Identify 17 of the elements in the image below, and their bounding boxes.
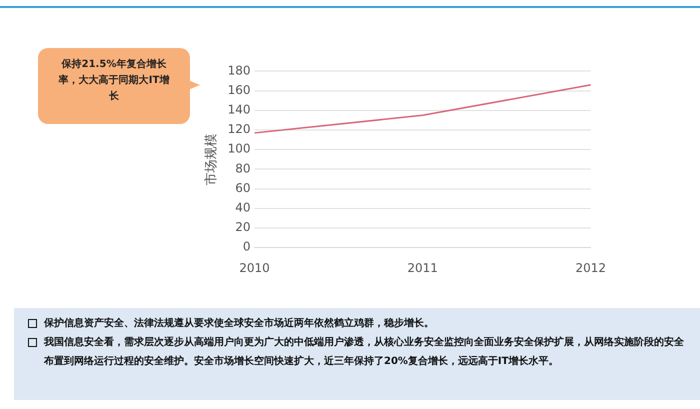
y-tick-label: 140 bbox=[228, 102, 251, 117]
y-tick-label: 20 bbox=[235, 220, 251, 234]
y-tick-label: 160 bbox=[228, 82, 251, 97]
text: 保持21.5%年复合增长率，大大高于同期大IT增长 bbox=[38, 48, 190, 124]
y-tick-label: 60 bbox=[235, 180, 251, 195]
y-axis-title: 市场规模 bbox=[204, 133, 220, 186]
text: 保护信息资产安全、法律法规遵从要求使全球安全市场近两年依然鹤立鸡群，稳步增长。 bbox=[44, 318, 434, 329]
y-tick-label: 120 bbox=[228, 122, 251, 136]
y-tick-label: 100 bbox=[228, 142, 251, 156]
y-tick-label: 80 bbox=[235, 161, 251, 176]
y-tick-label: 0 bbox=[242, 240, 251, 254]
x-tick-label: 2012 bbox=[575, 260, 606, 275]
x-tick-label: 2011 bbox=[407, 260, 438, 275]
y-tick-label: 180 bbox=[228, 63, 251, 78]
x-tick-label: 2010 bbox=[239, 260, 270, 275]
y-tick-label: 40 bbox=[235, 200, 251, 215]
text: 我国信息安全看，需求层次逐步从高端用户向更为广大的中低端用户渗透，从核心业务安全监控向全面业务安全保护扩展，从网络实施阶段的安全布置到网络运行过程的安全维护。安全市场增长空间快速扩大，近三年保持了20%复合增长，远远高于IT增长水平。 bbox=[44, 337, 684, 367]
